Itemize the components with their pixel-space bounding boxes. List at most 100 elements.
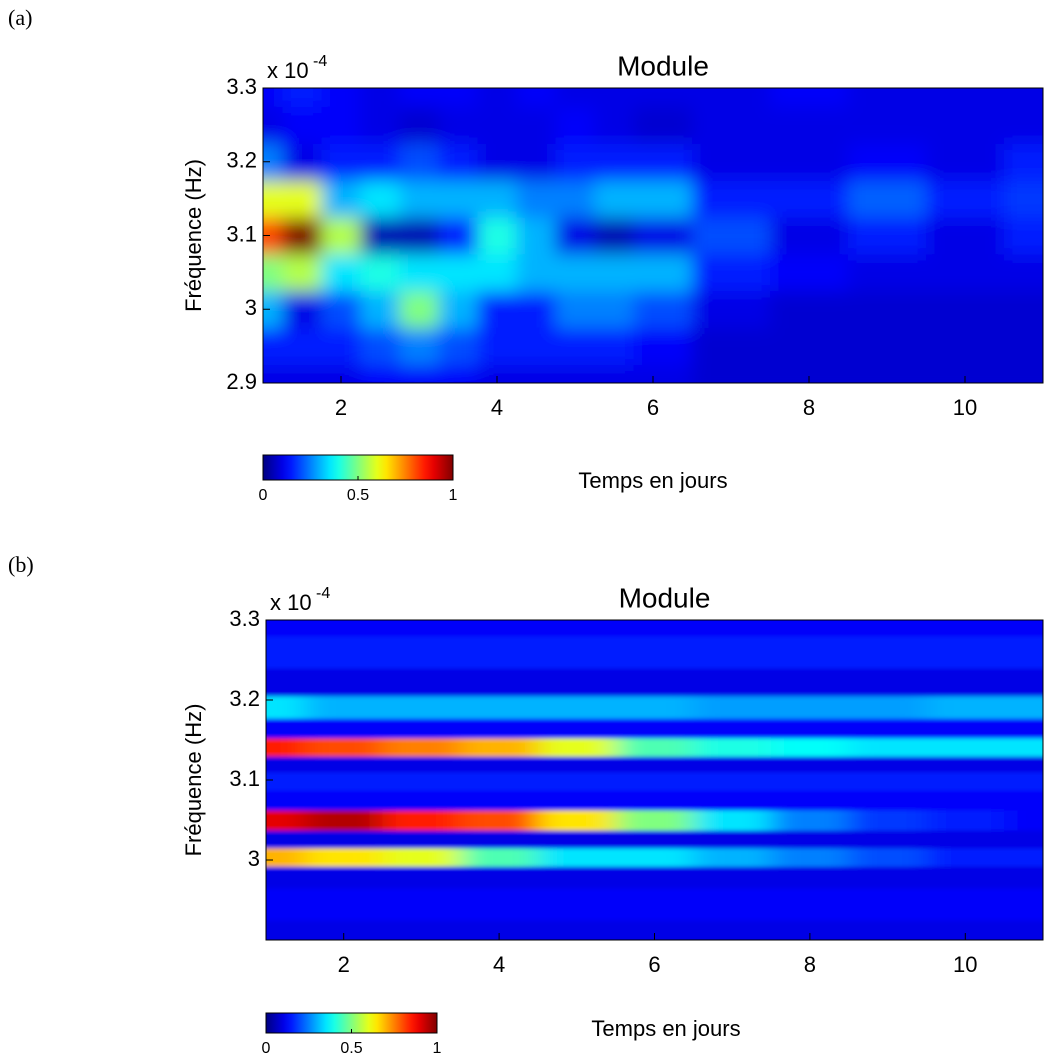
heatmap-cell <box>615 790 694 811</box>
exponent-base: x 10 <box>270 590 312 615</box>
heatmap-cell <box>926 327 1005 366</box>
heatmap-cell <box>615 888 694 921</box>
heatmap-cell <box>537 830 617 849</box>
heatmap-cell <box>926 668 1005 697</box>
heatmap-cell <box>477 88 517 107</box>
heatmap-cell <box>615 620 694 637</box>
heatmap-cell <box>537 756 617 773</box>
heatmap-cell <box>848 830 927 849</box>
heatmap-cell <box>693 866 772 889</box>
x-tick-label: 4 <box>491 395 503 420</box>
heatmap-cell <box>460 668 539 697</box>
heatmap-cell <box>477 217 517 255</box>
heatmap-cell <box>263 253 283 292</box>
exponent-base: x 10 <box>267 58 309 83</box>
x-tick-label: 10 <box>953 395 977 420</box>
heatmap-cell <box>633 253 693 292</box>
heatmap-cell <box>266 920 306 940</box>
heatmap-cell <box>926 696 1005 719</box>
heatmap-cell <box>516 253 556 292</box>
heatmap-cell <box>594 253 634 292</box>
x-tick-label: 2 <box>335 395 347 420</box>
heatmap-cell <box>693 668 772 697</box>
heatmap-cell <box>360 253 400 292</box>
heatmap-cell <box>693 920 772 940</box>
heatmap-cell <box>771 866 850 889</box>
heatmap-cell <box>477 290 517 329</box>
heatmap-cell <box>516 327 556 366</box>
heatmap-cell <box>282 327 322 366</box>
heatmap-cell <box>692 106 771 144</box>
heatmap-cell <box>460 830 539 849</box>
heatmap-cell <box>633 327 693 366</box>
heatmap-cell <box>771 790 850 811</box>
heatmap-cell <box>848 364 927 383</box>
heatmap-cell <box>770 364 849 383</box>
heatmap-cell <box>771 810 850 831</box>
heatmap-cell <box>1004 920 1043 940</box>
heatmap-cell <box>304 636 384 669</box>
heatmap-cell <box>848 718 927 739</box>
heatmap-cell <box>633 290 693 329</box>
heatmap-cell <box>594 290 634 329</box>
heatmap-cell <box>282 290 322 329</box>
heatmap-cell <box>926 88 1005 107</box>
heatmap-cell <box>516 143 556 181</box>
heatmap-cell <box>304 888 384 921</box>
heatmap-cell <box>1004 888 1043 921</box>
heatmap-cell <box>633 88 693 107</box>
heatmap-cell <box>516 217 556 255</box>
heatmap-cell <box>848 810 927 831</box>
heatmap-cell <box>1004 364 1043 383</box>
heatmap-cell <box>771 830 850 849</box>
heatmap-cell <box>848 866 927 889</box>
heatmap-cell <box>771 848 850 867</box>
heatmap-cell <box>693 888 772 921</box>
heatmap-cell <box>321 364 361 383</box>
heatmap-cell <box>594 364 634 383</box>
heatmap-cell <box>382 636 461 669</box>
heatmap-cell <box>1004 143 1043 181</box>
heatmap-cell <box>848 290 927 329</box>
heatmap-cell <box>1004 848 1043 867</box>
heatmap-cell <box>555 88 595 107</box>
heatmap-cell <box>692 143 771 181</box>
heatmap-cell <box>555 327 595 366</box>
heatmap-cell <box>460 920 539 940</box>
heatmap-cell <box>304 718 384 739</box>
heatmap-cell <box>693 636 772 669</box>
heatmap-cell <box>460 696 539 719</box>
heatmap-cell <box>770 290 849 329</box>
heatmap-cell <box>926 848 1005 867</box>
heatmap-cell <box>399 327 439 366</box>
heatmap-cell <box>555 253 595 292</box>
heatmap-cell <box>382 888 461 921</box>
heatmap-cell <box>399 106 439 144</box>
heatmap-cell <box>382 790 461 811</box>
heatmap-cell <box>1004 866 1043 889</box>
heatmap-cell <box>771 718 850 739</box>
heatmap-cell <box>615 810 694 831</box>
heatmap-cell <box>771 772 850 791</box>
heatmap-cell <box>693 790 772 811</box>
heatmap-cell <box>1004 696 1043 719</box>
heatmap-cell <box>848 848 927 867</box>
heatmap-cell <box>615 756 694 773</box>
heatmap-cell <box>1004 253 1043 292</box>
heatmap-cell <box>266 696 306 719</box>
heatmap-cell <box>382 738 461 757</box>
heatmap-cell <box>926 738 1005 757</box>
heatmap-cell <box>1004 88 1043 107</box>
heatmap-cell <box>771 668 850 697</box>
heatmap-cell <box>263 180 283 218</box>
heatmap-cell <box>537 620 617 637</box>
y-tick-label: 2.9 <box>226 369 257 394</box>
heatmap-cell <box>304 696 384 719</box>
heatmap-cell <box>926 217 1005 255</box>
heatmap-cell <box>516 88 556 107</box>
heatmap-cell <box>304 772 384 791</box>
heatmap-cell <box>692 88 771 107</box>
heatmap-cell <box>1004 106 1043 144</box>
heatmap-cell <box>304 830 384 849</box>
heatmap-cell <box>926 920 1005 940</box>
